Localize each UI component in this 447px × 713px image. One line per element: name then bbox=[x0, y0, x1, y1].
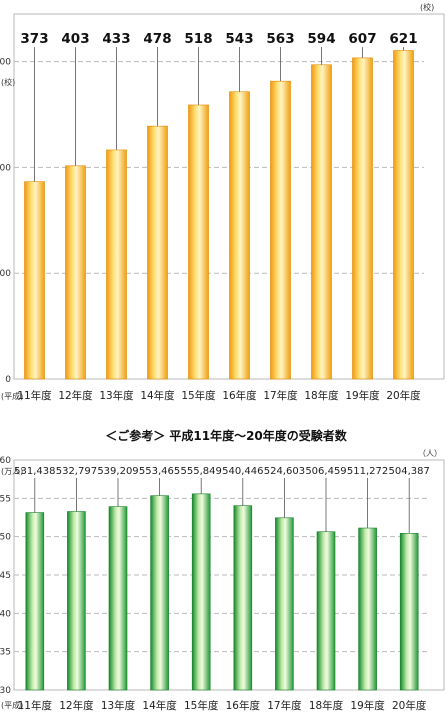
data-label: 563 bbox=[266, 31, 294, 47]
data-label: 531,438 bbox=[14, 466, 55, 477]
x-tick-label: 14年度 bbox=[142, 699, 177, 712]
era-label-2: (平成) bbox=[1, 700, 23, 710]
x-tick-label: 18年度 bbox=[309, 699, 344, 712]
bar bbox=[191, 493, 211, 691]
y-unit-label-2: (万人) bbox=[1, 467, 23, 476]
x-tick-label: 13年度 bbox=[101, 699, 136, 712]
x-tick-label: 15年度 bbox=[184, 699, 219, 712]
y-tick-label: 600 bbox=[0, 58, 11, 68]
x-tick-label: 11年度 bbox=[18, 699, 53, 712]
y-tick-label: 0 bbox=[5, 375, 11, 385]
y-tick-label: 50 bbox=[0, 533, 11, 543]
data-label: 373 bbox=[20, 31, 48, 47]
x-tick-label: 11年度 bbox=[17, 389, 52, 402]
bar bbox=[24, 181, 45, 380]
data-label: 553,465 bbox=[139, 466, 180, 477]
x-tick-label: 15年度 bbox=[181, 389, 216, 402]
unit-label-2: （人） bbox=[418, 449, 442, 458]
x-tick-label: 17年度 bbox=[267, 699, 302, 712]
x-tick-label: 16年度 bbox=[226, 699, 261, 712]
reference-title: ＜ご参考＞ 平成11年度～20年度の受験者数 bbox=[105, 428, 348, 443]
y-tick-label: 45 bbox=[0, 571, 11, 581]
data-label: 511,272 bbox=[347, 466, 388, 477]
x-tick-label: 19年度 bbox=[350, 699, 385, 712]
data-label: 532,797 bbox=[56, 466, 97, 477]
data-label: 540,446 bbox=[222, 466, 263, 477]
bar bbox=[311, 64, 332, 380]
data-label: 504,387 bbox=[389, 466, 430, 477]
bar bbox=[270, 80, 291, 380]
bar bbox=[147, 125, 168, 380]
y-tick-label: 30 bbox=[0, 686, 11, 696]
x-tick-label: 20年度 bbox=[386, 389, 421, 402]
x-tick-label: 12年度 bbox=[58, 389, 93, 402]
bar bbox=[393, 50, 414, 380]
x-tick-label: 19年度 bbox=[345, 389, 380, 402]
bar bbox=[229, 91, 250, 380]
data-label: 607 bbox=[348, 31, 376, 47]
unit-label-1: (校) bbox=[420, 2, 434, 12]
bar bbox=[65, 165, 86, 380]
data-label: 543 bbox=[225, 31, 253, 47]
bar bbox=[358, 527, 377, 691]
data-label: 433 bbox=[102, 31, 130, 47]
bar bbox=[188, 104, 209, 380]
data-label: 555,849 bbox=[181, 466, 222, 477]
bar bbox=[233, 505, 253, 691]
x-tick-label: 13年度 bbox=[99, 389, 134, 402]
x-tick-label: 20年度 bbox=[392, 699, 427, 712]
data-label: 539,209 bbox=[97, 466, 138, 477]
bar bbox=[399, 533, 419, 691]
bar bbox=[25, 512, 45, 691]
x-tick-label: 17年度 bbox=[263, 389, 298, 402]
bar bbox=[67, 511, 86, 691]
data-label: 524,603 bbox=[264, 466, 305, 477]
bar bbox=[108, 506, 128, 691]
bar bbox=[150, 495, 169, 691]
data-label: 478 bbox=[143, 31, 171, 47]
y-tick-label: 40 bbox=[0, 609, 11, 619]
data-label: 594 bbox=[307, 31, 335, 47]
data-label: 403 bbox=[61, 31, 89, 47]
y-tick-label: 200 bbox=[0, 269, 11, 279]
data-label: 621 bbox=[389, 31, 417, 47]
x-tick-label: 16年度 bbox=[222, 389, 257, 402]
data-label: 518 bbox=[184, 31, 212, 47]
bar bbox=[352, 57, 373, 380]
bar bbox=[316, 531, 336, 691]
era-label-1: (平成) bbox=[1, 391, 23, 401]
data-label: 506,459 bbox=[305, 466, 346, 477]
y-tick-label: 400 bbox=[0, 163, 11, 173]
bar bbox=[106, 149, 127, 380]
x-tick-label: 12年度 bbox=[59, 699, 94, 712]
y-tick-label: 35 bbox=[0, 648, 11, 658]
y-unit-label-1: (校) bbox=[1, 77, 15, 87]
x-tick-label: 18年度 bbox=[304, 389, 339, 402]
y-tick-label: 55 bbox=[0, 494, 11, 504]
y-tick-label: 60 bbox=[0, 456, 11, 466]
bar bbox=[275, 517, 294, 691]
x-tick-label: 14年度 bbox=[140, 389, 175, 402]
